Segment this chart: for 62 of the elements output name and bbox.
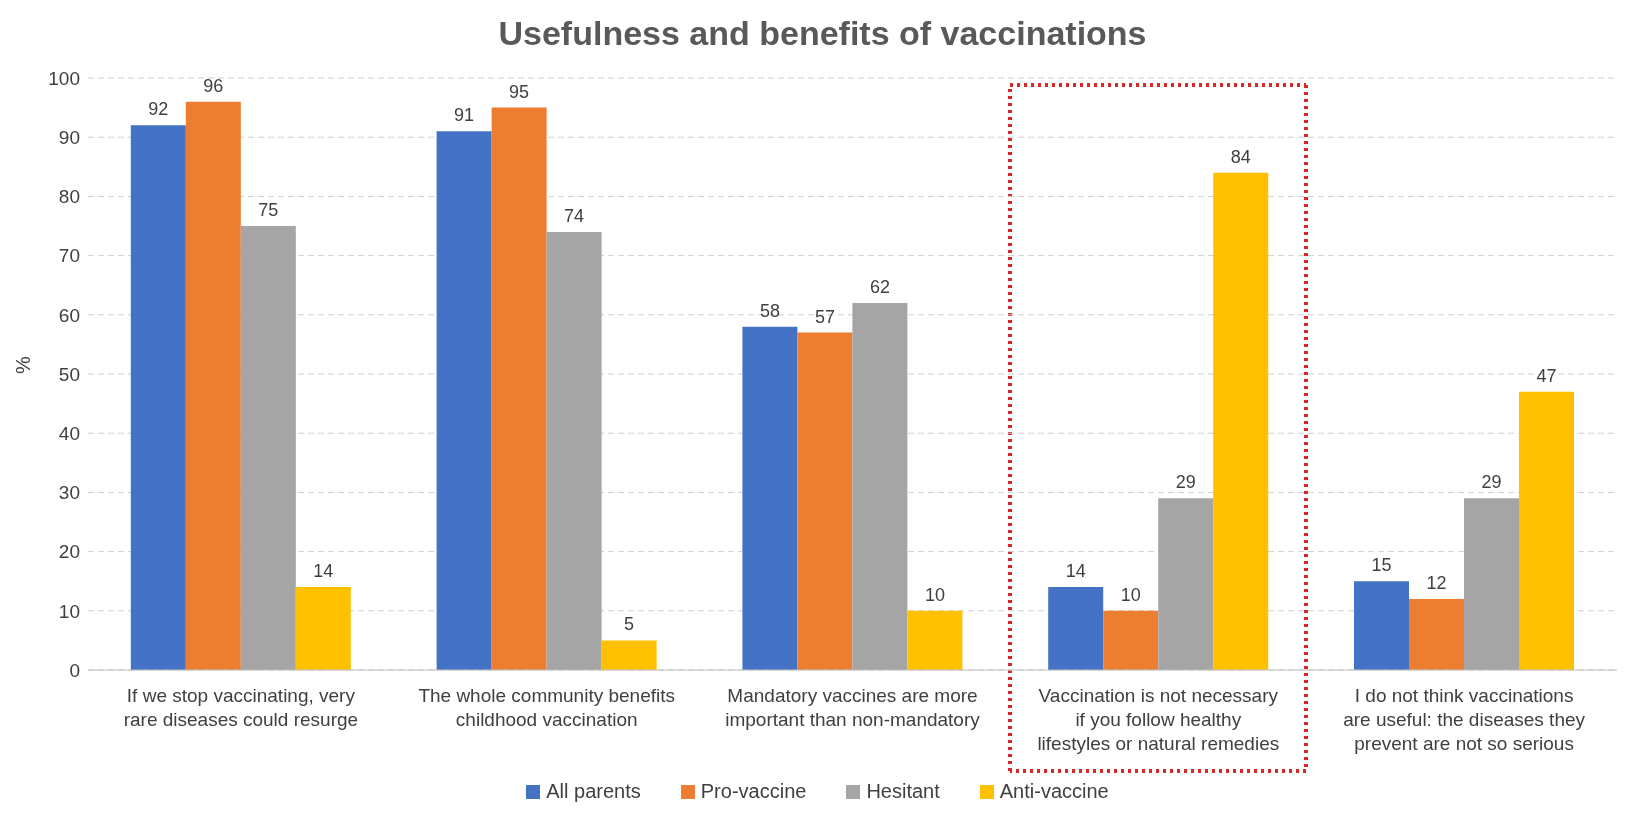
y-tick-label: 60 <box>58 304 80 326</box>
data-label: 14 <box>313 561 334 582</box>
bar <box>1103 610 1159 670</box>
bar <box>295 587 351 670</box>
y-tick-label: 40 <box>58 422 80 444</box>
bar <box>1409 598 1465 670</box>
data-label: 29 <box>1175 472 1196 493</box>
bar <box>797 332 853 670</box>
data-label: 62 <box>869 276 890 297</box>
data-label: 47 <box>1536 365 1557 386</box>
bar <box>601 640 657 670</box>
data-label: 95 <box>509 81 530 102</box>
y-tick-label: 90 <box>58 126 80 148</box>
x-tick-label: Vaccination is not necessary if you follow healthy lifestyles or natural remedies <box>1037 685 1280 754</box>
x-tick-label: If we stop vaccinating, very rare diseases could resurge <box>123 685 359 730</box>
y-axis-title: % <box>12 356 35 374</box>
bar <box>742 326 798 670</box>
data-label: 5 <box>624 614 635 635</box>
y-tick-label: 10 <box>58 600 80 622</box>
data-label: 92 <box>148 99 169 120</box>
data-label: 10 <box>924 584 945 605</box>
y-tick-label: 100 <box>48 67 80 89</box>
bar <box>1519 391 1575 670</box>
chart-title: Usefulness and benefits of vaccinations <box>497 13 1148 54</box>
legend-label: Pro-vaccine <box>699 780 807 803</box>
bar <box>1158 498 1214 670</box>
data-label: 15 <box>1371 555 1392 576</box>
bar <box>907 610 963 670</box>
data-label: 84 <box>1230 146 1251 167</box>
bar <box>240 226 296 670</box>
bar <box>852 302 908 670</box>
x-tick-label: The whole community benefits childhood vaccination <box>418 685 676 730</box>
bar <box>130 125 186 670</box>
y-tick-label: 20 <box>58 541 80 563</box>
bar <box>185 101 241 670</box>
data-label: 10 <box>1120 584 1141 605</box>
legend-label: Hesitant <box>865 780 940 803</box>
data-label: 12 <box>1426 572 1447 593</box>
data-label: 58 <box>759 300 780 321</box>
data-label: 96 <box>203 75 224 96</box>
bar <box>1213 172 1269 670</box>
y-tick-label: 30 <box>58 482 80 504</box>
y-tick-label: 50 <box>58 363 80 385</box>
data-label: 91 <box>454 105 475 126</box>
data-label: 29 <box>1481 472 1502 493</box>
bar <box>436 131 492 670</box>
bar <box>546 231 602 670</box>
y-tick-label: 70 <box>58 245 80 267</box>
bar <box>1354 581 1410 670</box>
legend-label: All parents <box>545 780 641 803</box>
bar <box>491 107 547 670</box>
y-tick-label: 80 <box>58 186 80 208</box>
legend-label: Anti-vaccine <box>998 780 1109 803</box>
data-label: 75 <box>258 200 279 220</box>
x-tick-label: I do not think vaccinations are useful: the diseases they prevent are not so serious <box>1343 685 1586 754</box>
bar <box>1048 587 1104 670</box>
data-label: 14 <box>1065 561 1086 582</box>
data-label: 74 <box>564 205 585 226</box>
y-tick-label: 0 <box>69 659 80 681</box>
data-label: 57 <box>814 306 835 327</box>
x-tick-label: Mandatory vaccines are more important than non-mandatory <box>725 685 981 730</box>
bar <box>1464 498 1520 670</box>
